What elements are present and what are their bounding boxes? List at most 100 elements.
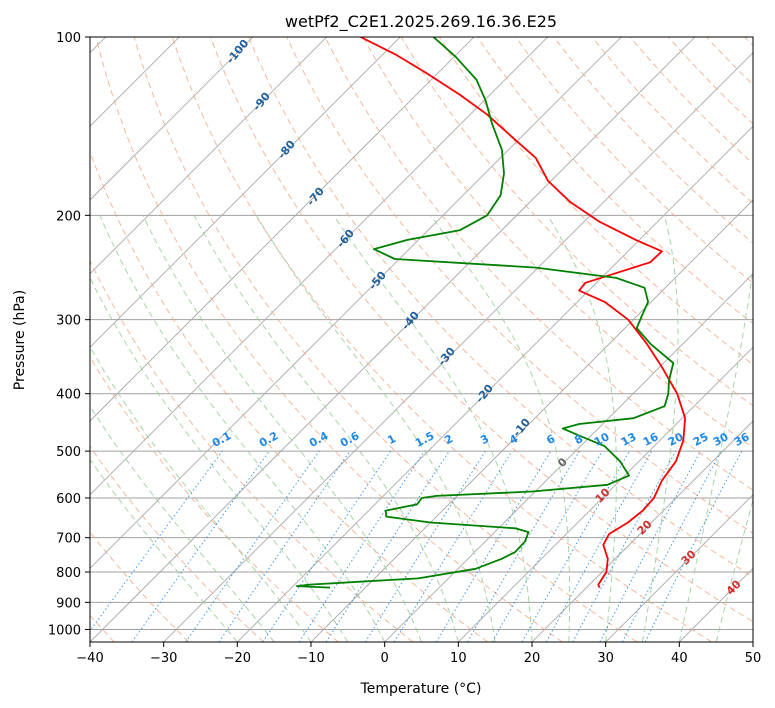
y-tick-label: 500 [56,445,81,460]
moist-adiabat-line [547,215,617,642]
dry-adiabat-label: -100 [224,37,252,67]
line-labels: -100-90-80-70-60-50-40-30-20-100.1 0.2 0.4… [210,37,752,598]
dry-adiabat-line [90,356,339,642]
mixing-ratio-line [218,450,351,642]
mixing-ratio-line [298,450,425,642]
mixing-ratio-line [90,450,223,632]
mixing-ratio-line [545,450,653,642]
dry-adiabat-line [90,150,488,642]
moist-adiabat-line [678,264,753,642]
isotherm-line [237,125,753,642]
isotherm-line [90,37,401,348]
mixing-ratio-line [491,450,603,642]
mixing-ratio-line [467,450,580,642]
y-tick-label: 100 [56,31,81,46]
y-axis-title: Pressure (hPa) [12,290,28,390]
mixing-ratio-label: 36 [732,430,752,449]
isotherm-line [458,346,753,642]
y-tick-label: 600 [56,492,81,507]
x-tick-label: −20 [224,651,251,666]
mixing-ratio-line [325,450,450,642]
moist-adiabat-label: 20 [635,517,655,537]
dry-adiabat-line [515,37,753,284]
mixing-ratio-label: 0.2 [257,429,280,450]
temperature-profile-line [360,37,686,588]
dry-adiabat-line [706,37,753,86]
mixing-ratio-label: 0.1 [210,429,233,450]
dry-adiabat-label: -70 [304,185,327,209]
dry-adiabat-line [90,445,264,642]
mixing-ratio-line [572,450,677,642]
dry-adiabat-line [133,37,638,642]
x-tick-label: 20 [524,651,541,666]
x-tick-label: 30 [597,651,614,666]
moist-adiabat-line [99,215,386,642]
y-tick-label: 200 [56,209,81,224]
isotherm-line [90,37,622,569]
dry-adiabat-line [400,37,753,407]
x-tick-label: 40 [671,651,688,666]
dewpoint-profile-line [295,37,675,589]
isotherm-line [90,37,548,496]
dry-adiabat-line [171,37,712,642]
background-lines [90,37,753,642]
dry-adiabat-line [90,531,190,642]
moist-adiabat-label: 30 [679,547,699,567]
mixing-ratio-label: 10 [592,430,612,449]
moist-adiabat-line [90,346,312,642]
dry-adiabat-line [668,37,753,125]
y-tick-label: 300 [56,314,81,329]
isotherm-line [531,420,753,642]
isotherm-line [679,567,753,642]
mixing-ratio-label: 3 [478,432,491,447]
dry-adiabat-label: -30 [435,345,458,369]
x-tick-label: 0 [381,651,389,666]
moist-adiabat-line [90,458,238,642]
moist-adiabat-line [642,215,679,642]
dry-adiabat-label: -80 [275,138,298,162]
mixing-ratio-label: 13 [619,430,639,449]
dry-adiabat-line [248,37,753,578]
y-tick-label: 900 [56,596,81,611]
dry-adiabat-line [324,37,753,491]
isotherm-line [310,199,753,642]
isotherm-line [90,37,475,422]
dry-adiabat-line [553,37,753,244]
y-tick-label: 800 [56,566,81,581]
isotherm-line [752,641,753,642]
moist-adiabat-line [193,215,459,642]
moist-adiabat-line [333,215,533,642]
mixing-ratio-label: 25 [691,430,711,449]
dry-adiabat-line [744,37,753,47]
mixing-ratio-line [364,450,486,642]
mixing-ratio-label: 16 [641,430,661,449]
mixing-ratio-line [435,450,552,642]
dry-adiabat-line [629,37,753,165]
isotherm-line [163,52,753,642]
x-axis-title: Temperature (°C) [360,681,482,697]
profile-lines [295,37,686,589]
mixing-ratio-line [393,450,513,642]
x-tick-label: −30 [150,651,177,666]
mixing-ratio-line [185,450,320,642]
dry-adiabat-line [90,259,414,642]
mixing-ratio-label: 0.4 [307,429,331,450]
y-tick-label: 700 [56,532,81,547]
mixing-ratio-label: 0.6 [338,429,362,450]
dry-adiabat-line [591,37,753,204]
mixing-ratio-label: 30 [711,430,731,449]
moist-adiabat-label: 10 [593,485,613,505]
isotherm-line [90,37,327,275]
moist-adiabat-line [90,405,275,642]
x-tick-label: −40 [76,651,103,666]
isotherm-line [90,37,696,642]
x-tick-label: 10 [450,651,467,666]
isotherm-line [605,494,753,642]
mixing-ratio-line [599,450,701,642]
plot-frame [89,36,754,643]
moist-adiabat-line [430,215,571,642]
isotherm-line [90,37,254,201]
mixing-ratio-line [262,450,392,642]
mixing-ratio-label: 2 [442,432,455,447]
